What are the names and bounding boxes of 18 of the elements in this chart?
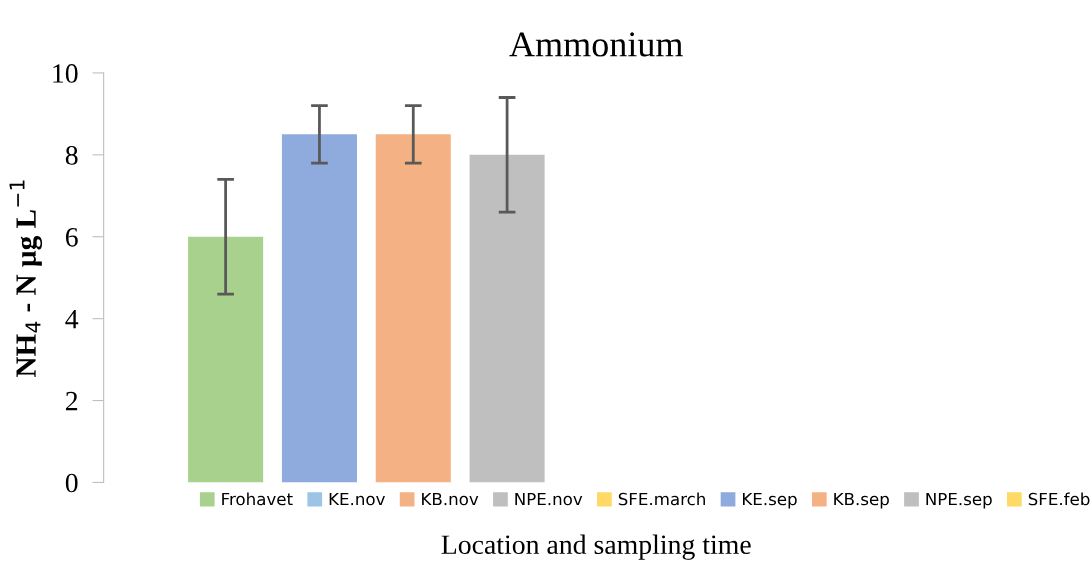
legend-label: Frohavet: [222, 492, 293, 506]
legend-label: KB.nov: [422, 492, 479, 506]
x-axis-title: Location and sampling time: [441, 534, 751, 560]
legend-label: SFE.march: [618, 492, 705, 506]
y-tick-label: 2: [65, 391, 78, 411]
y-tick-label: 4: [65, 310, 79, 329]
chart-title: Ammonium: [509, 32, 683, 57]
legend-label: NPE.sep: [926, 492, 992, 509]
y-tick-label: 6: [65, 227, 78, 247]
legend-label: KE.sep: [743, 492, 797, 509]
legend-label: KE.nov: [329, 492, 385, 506]
y-tick-label: 10: [53, 64, 78, 83]
y-axis-title: NH$_{4}$ - N µg L$^{−1}$: [9, 180, 43, 378]
legend-label: NPE.nov: [515, 492, 583, 506]
legend-label: KB.sep: [834, 492, 889, 509]
y-tick-label: 0: [65, 473, 78, 493]
y-tick-label: 8: [65, 146, 78, 165]
legend-label: SFE.feb: [1028, 492, 1090, 506]
